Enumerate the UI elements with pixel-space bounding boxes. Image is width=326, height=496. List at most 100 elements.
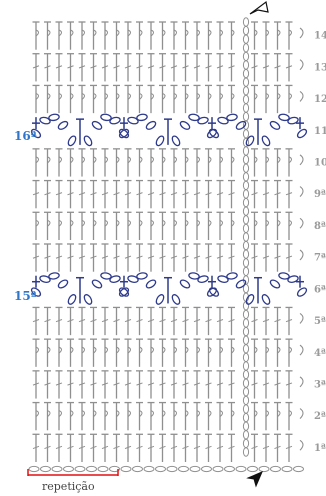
stitch-hook <box>116 346 120 354</box>
stitch-cross-bar <box>285 255 293 259</box>
arrow-filled-icon <box>246 471 263 488</box>
motif-chain-loop <box>171 135 181 147</box>
stitch-cross-bar <box>113 255 120 259</box>
stitch-cross-bar <box>101 382 109 386</box>
stitch-cross-bar <box>113 65 120 69</box>
stitch-hook <box>116 219 120 227</box>
stitch-cross-bar <box>78 445 86 450</box>
motif-chain-loop <box>155 135 165 147</box>
center-chain-stitch <box>242 215 250 225</box>
stitch-cross-bar <box>228 445 235 450</box>
turning-chain <box>299 439 304 451</box>
stitch-hook <box>185 410 189 417</box>
stitch-cross-bar <box>67 445 74 450</box>
stitch-hook <box>35 92 39 100</box>
stitch-cross-bar <box>147 65 155 69</box>
turning-chain <box>299 59 304 71</box>
stitch-hook <box>35 410 39 417</box>
center-chain-stitch <box>242 326 250 337</box>
stitch-cross-bar <box>170 255 178 259</box>
stitch-cross-bar <box>124 192 132 196</box>
stitch-cross-bar <box>124 445 132 450</box>
motif-chain-loop <box>269 279 281 289</box>
stitch-hook <box>254 219 258 227</box>
stitch-cross-bar <box>205 319 212 323</box>
stitch-hook <box>277 92 281 100</box>
motif-chain-loop <box>145 279 157 289</box>
stitch-cross-bar <box>193 445 201 450</box>
stitch-cross-bar <box>55 192 63 196</box>
stitch-cross-bar <box>170 192 178 196</box>
stitch-cross-bar <box>251 382 258 386</box>
stitch-cross-bar <box>67 255 74 259</box>
motif-chain-loop <box>217 275 229 283</box>
stitch-hook <box>196 156 200 164</box>
stitch-cross-bar <box>193 255 201 259</box>
motif-chain-loop <box>39 116 51 125</box>
stitch-hook <box>185 92 189 100</box>
stitch-hook <box>47 410 51 417</box>
motif-chain-loop <box>235 279 247 289</box>
stitch-cross-bar <box>44 65 51 69</box>
stitch-cross-bar <box>170 319 178 323</box>
turning-chain <box>299 376 304 388</box>
motif-chain-loop <box>100 113 112 122</box>
stitch-cross-bar <box>205 445 212 450</box>
motif-chain-loop <box>245 135 255 147</box>
row-label: 4ª <box>314 348 326 359</box>
stitch-cross-bar <box>67 319 74 323</box>
motif-chain-loop <box>118 287 130 297</box>
motif-chain-loop <box>155 294 165 305</box>
foundation-chain-stitch <box>74 465 86 473</box>
stitch-hook <box>116 29 120 37</box>
stitch-cross-bar <box>205 255 212 259</box>
stitch-cross-bar <box>90 192 97 196</box>
stitch-cross-bar <box>262 192 270 196</box>
stitch-hook <box>288 219 292 227</box>
stitch-cross-bar <box>251 65 258 69</box>
foundation-chain-stitch <box>201 465 212 473</box>
stitch-hook <box>196 410 200 417</box>
center-chain-stitch <box>242 447 250 457</box>
stitch-cross-bar <box>285 192 293 196</box>
stitch-cross-bar <box>193 382 201 386</box>
stitch-hook <box>208 219 212 227</box>
motif-chain-loop <box>208 287 220 297</box>
foundation-chain-stitch <box>109 465 120 473</box>
stitch-hook <box>127 92 131 100</box>
motif-chain-loop <box>57 120 69 130</box>
turning-chain <box>299 154 304 166</box>
stitch-cross-bar <box>78 255 86 259</box>
motif-chain-loop <box>109 116 121 125</box>
stitch-hook <box>277 219 281 227</box>
center-chain-stitch <box>242 86 250 96</box>
stitch-cross-bar <box>32 192 40 196</box>
stitch-hook <box>127 29 131 37</box>
stitch-cross-bar <box>193 319 201 323</box>
stitch-hook <box>196 92 200 100</box>
stitch-cross-bar <box>262 255 270 259</box>
motif-chain-loop <box>127 116 139 125</box>
motif-chain-loop <box>296 287 308 297</box>
motif-chain-loop <box>48 113 60 122</box>
stitch-hook <box>58 92 62 100</box>
foundation-chain-stitch <box>178 465 189 473</box>
stitch-cross-bar <box>262 319 270 323</box>
stitch-hook <box>288 346 292 354</box>
stitch-hook <box>127 219 131 227</box>
stitch-hook <box>288 29 292 37</box>
row-label: 10 <box>314 157 326 168</box>
stitch-hook <box>265 29 269 37</box>
row-label: 14 <box>314 31 326 42</box>
stitch-cross-bar <box>147 445 155 450</box>
foundation-chain-stitch <box>86 465 97 473</box>
stitch-cross-bar <box>228 319 235 323</box>
stitch-hook <box>139 92 143 100</box>
motif-chain-loop <box>208 128 220 139</box>
stitch-cross-bar <box>228 192 235 196</box>
stitch-cross-bar <box>55 65 63 69</box>
turning-chain <box>299 408 304 419</box>
stitch-hook <box>231 346 235 354</box>
stitch-hook <box>58 29 62 37</box>
stitch-hook <box>185 156 189 164</box>
